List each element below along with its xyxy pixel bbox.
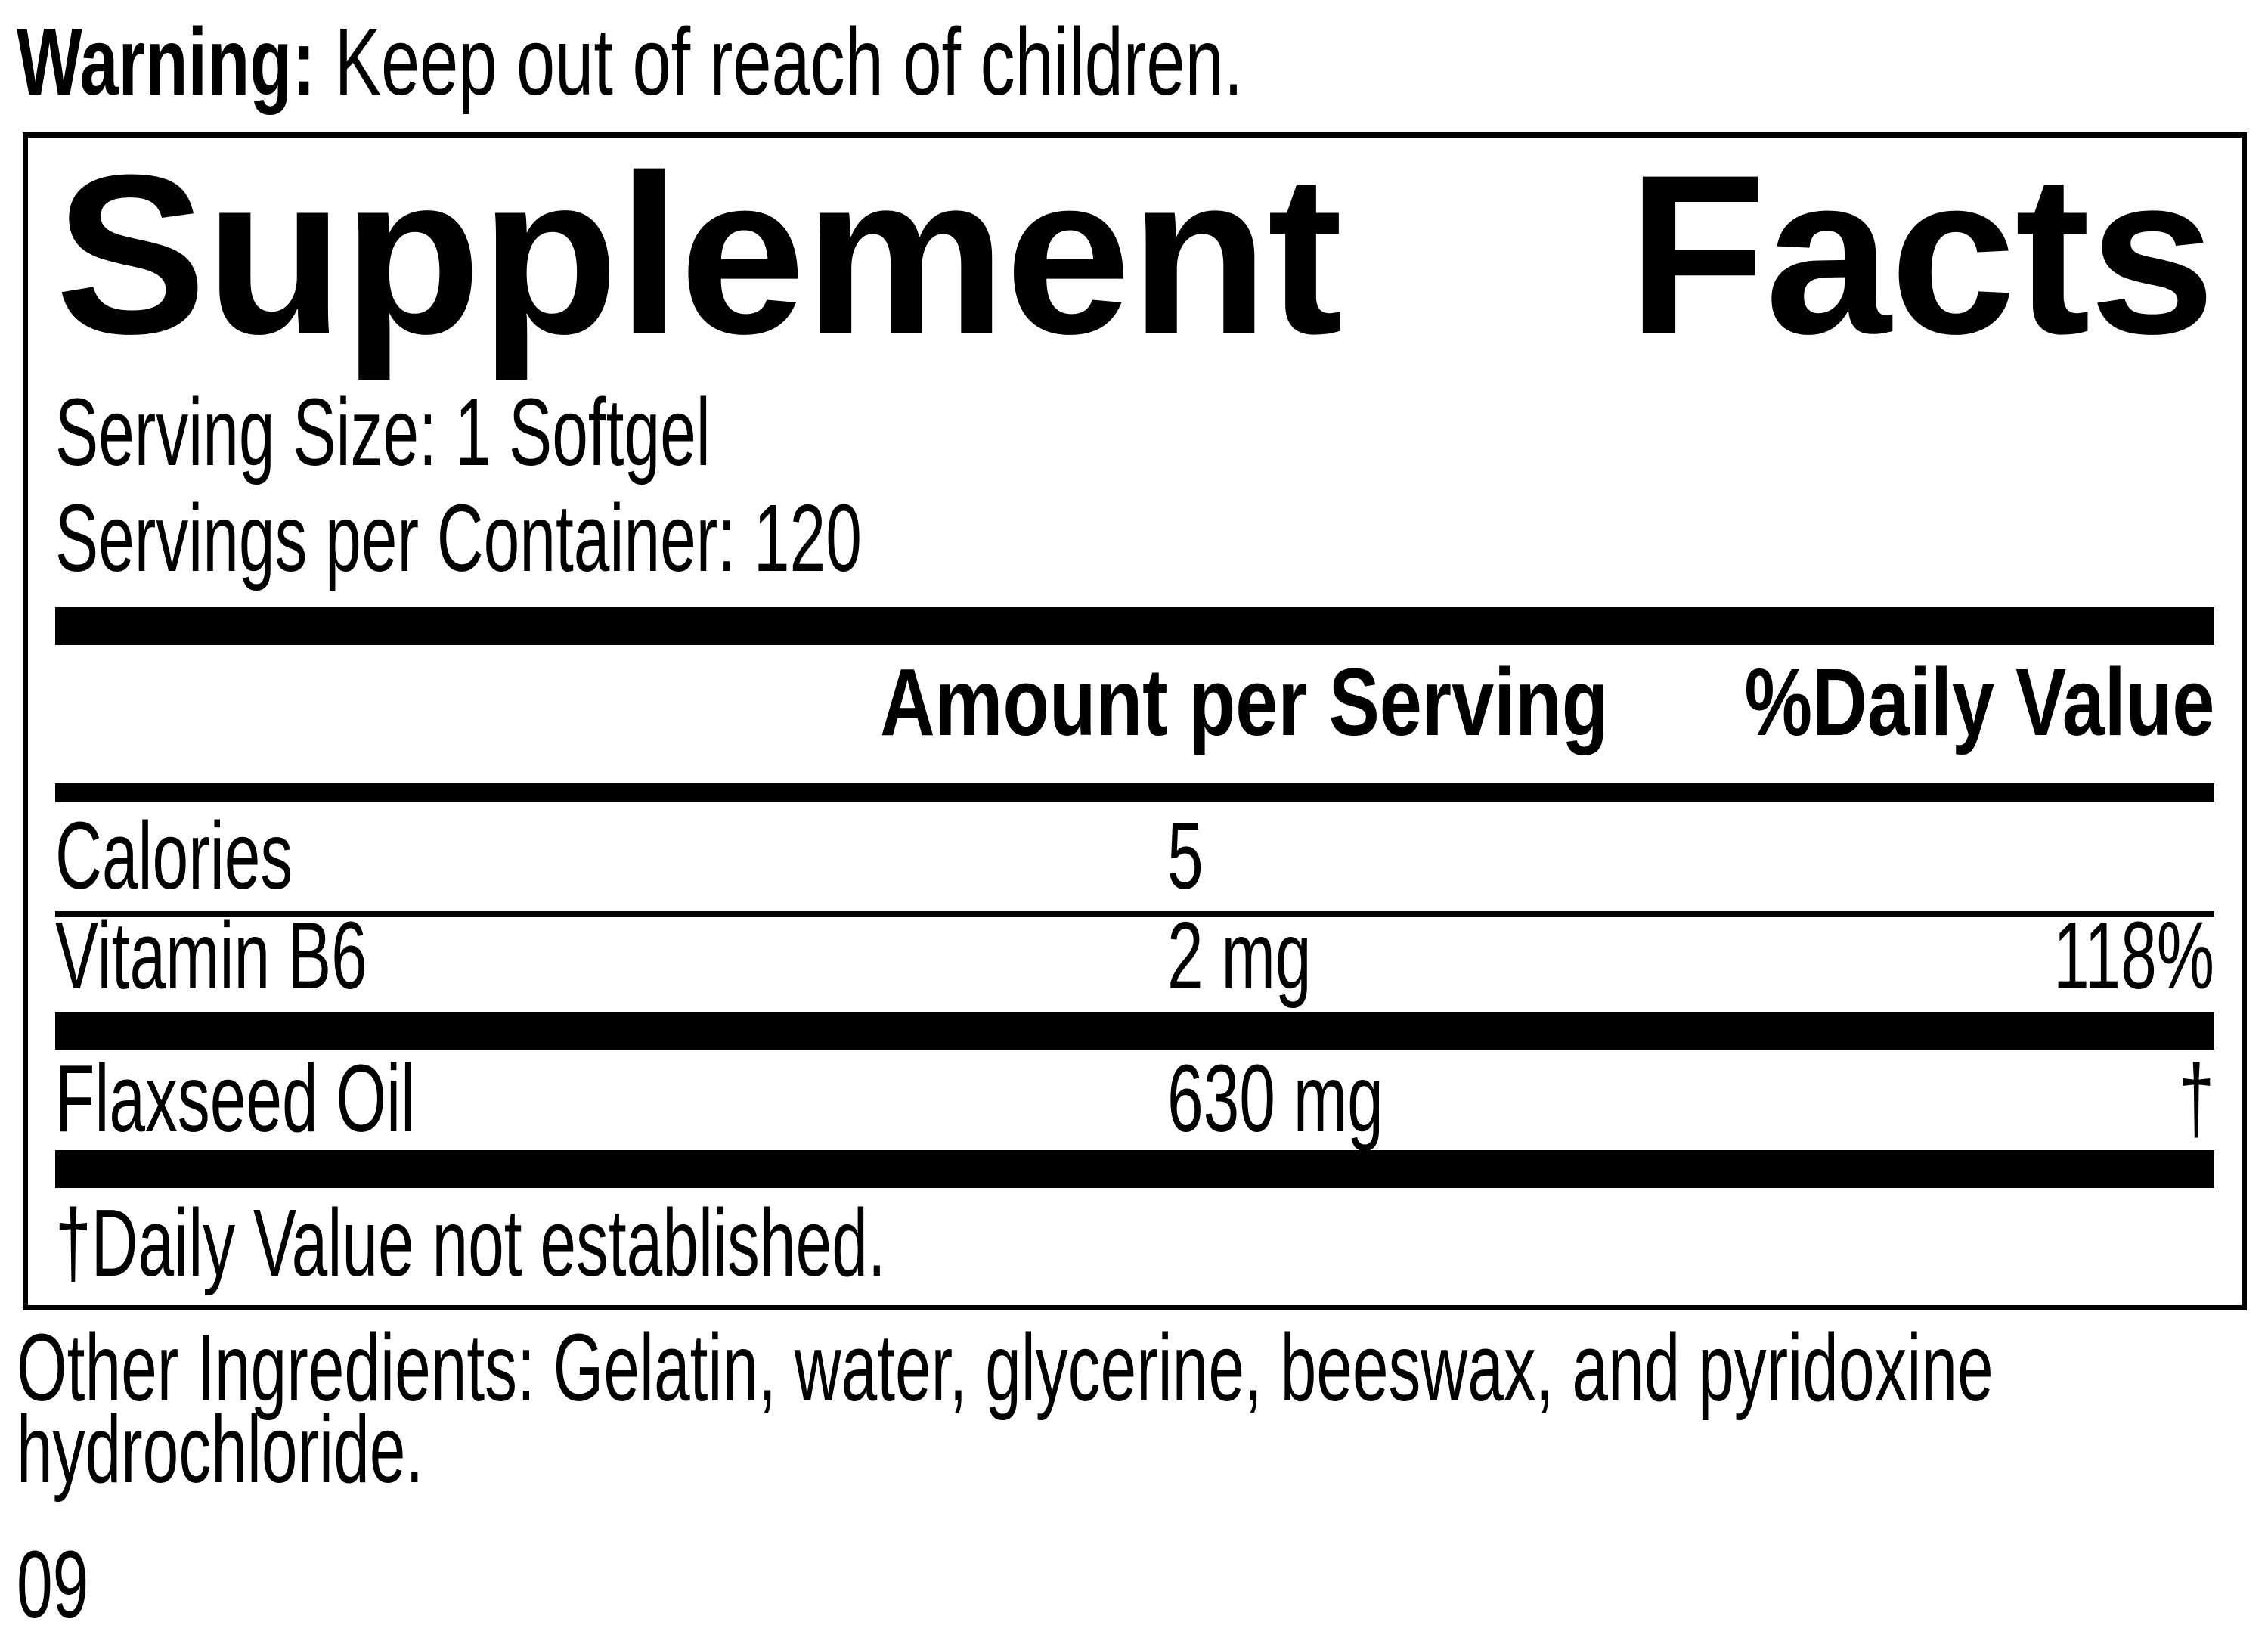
panel-title-word-facts: Facts <box>1627 127 2216 381</box>
separator-bar-thick-bottom <box>55 1150 2214 1188</box>
nutrient-dv: 118% <box>2053 902 2214 1009</box>
panel-title: Supplement Facts <box>55 127 2216 381</box>
other-ingredients-line-2: hydrochloride. <box>17 1396 424 1503</box>
nutrient-name: Vitamin B6 <box>55 902 367 1009</box>
nutrient-name: Flaxseed Oil <box>55 1045 416 1152</box>
serving-info: Serving Size: 1 Softgel Servings per Con… <box>55 380 2214 591</box>
warning-line: Warning: Keep out of reach of children. <box>17 9 2268 115</box>
panel-title-word-supplement: Supplement <box>55 127 1343 381</box>
other-ingredients: Other Ingredients: Gelatin, water, glyce… <box>17 1314 2268 1503</box>
servings-per-container: Servings per Container: 120 <box>55 485 862 591</box>
footer-code-text: 09 <box>17 1531 89 1638</box>
amount-per-serving-header: Amount per Serving <box>879 649 1609 755</box>
separator-bar-thick-top <box>55 607 2214 645</box>
separator-bar-thick-middle <box>55 1012 2214 1050</box>
nutrient-name: Calories <box>55 802 293 909</box>
nutrient-row-flaxseed-oil: Flaxseed Oil 630 mg † <box>55 1050 2214 1150</box>
daily-value-footnote: †Daily Value not established. <box>55 1189 886 1296</box>
footer-code: 09 <box>17 1532 2268 1638</box>
row-divider <box>55 911 2214 917</box>
footnote-row: †Daily Value not established. <box>55 1188 2214 1296</box>
supplement-facts-panel: Supplement Facts Serving Size: 1 Softgel… <box>23 132 2247 1310</box>
daily-value-header: %Daily Value <box>1744 649 2214 755</box>
nutrient-amount: 5 <box>1167 802 1204 909</box>
warning-label: Warning: <box>17 8 316 115</box>
nutrient-row-vitamin-b6: Vitamin B6 2 mg 118% <box>55 908 2214 1012</box>
warning-text: Keep out of reach of children. <box>334 8 1244 115</box>
separator-bar-medium <box>55 783 2214 802</box>
other-ingredients-line-1: Other Ingredients: Gelatin, water, glyce… <box>17 1314 1994 1421</box>
nutrient-row-calories: Calories 5 <box>55 802 2214 911</box>
warning-text-wrap: Warning: Keep out of reach of children. <box>17 9 1243 115</box>
column-header-row: Amount per Serving %Daily Value <box>55 645 2214 783</box>
nutrient-amount: 2 mg <box>1167 902 1312 1009</box>
nutrient-amount: 630 mg <box>1167 1045 1383 1152</box>
nutrient-dv-dagger: † <box>2178 1045 2214 1152</box>
serving-size: Serving Size: 1 Softgel <box>55 379 711 485</box>
